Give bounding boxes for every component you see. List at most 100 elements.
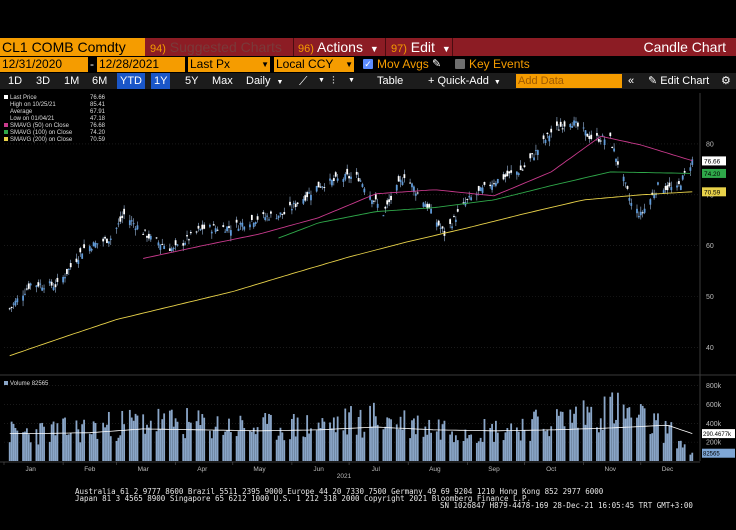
volume-bar xyxy=(361,437,364,461)
quick-add-button[interactable]: + Quick-Add ▼ xyxy=(428,73,501,89)
edit-chart-button[interactable]: ✎ Edit Chart xyxy=(648,73,709,89)
candle-body xyxy=(517,173,520,175)
candle-body xyxy=(424,204,427,207)
candle-body xyxy=(266,215,269,217)
currency-value: Local CCY xyxy=(276,57,334,71)
volume-bar xyxy=(384,426,387,461)
candle-body xyxy=(411,183,413,188)
volume-bar xyxy=(372,402,375,461)
end-date-field[interactable]: 12/28/2021 xyxy=(97,57,185,72)
suggested-charts-button[interactable]: 94) Suggested Charts xyxy=(150,38,282,56)
candle-body xyxy=(523,165,526,168)
period-1y-button[interactable]: 1Y xyxy=(151,73,171,89)
volume-bar xyxy=(422,436,425,461)
volume-bar xyxy=(64,417,66,461)
legend-row: Average 67.91 xyxy=(4,109,108,116)
volume-bar xyxy=(491,423,493,461)
candle-body xyxy=(331,179,333,186)
legend-swatch xyxy=(4,381,8,385)
key-events-label[interactable]: Key Events xyxy=(469,57,530,71)
candle-body xyxy=(10,306,13,308)
price-field-select[interactable]: Last Px ▼ xyxy=(188,57,270,72)
volume-bar xyxy=(237,431,240,461)
candle-body xyxy=(12,303,15,305)
add-data-input[interactable]: Add Data xyxy=(516,74,622,88)
volume-bar xyxy=(144,433,146,461)
table-button[interactable]: Table xyxy=(377,75,404,87)
candle-body xyxy=(477,185,480,191)
pencil-icon[interactable]: ✎ xyxy=(432,58,442,70)
volume-bar xyxy=(456,440,459,461)
candle-body xyxy=(495,182,497,186)
chevron-down-icon[interactable]: ▼ xyxy=(318,77,325,84)
frequency-select[interactable]: Daily ▼ xyxy=(246,73,283,89)
edit-menu-button[interactable]: 97) Edit ▼ xyxy=(391,38,451,56)
candle-body xyxy=(376,203,379,208)
candle-body xyxy=(531,153,534,155)
price-badge xyxy=(702,168,726,178)
volume-bar xyxy=(563,426,566,461)
period-1d-button[interactable]: 1D xyxy=(8,75,23,87)
volume-bar xyxy=(8,442,11,461)
line-chart-icon[interactable]: ⟋ xyxy=(299,74,308,88)
gear-icon[interactable]: ⚙ xyxy=(721,75,731,87)
volume-bar xyxy=(336,416,339,461)
volume-bar xyxy=(556,409,558,461)
volume-bar xyxy=(679,440,682,461)
period-3d-button[interactable]: 3D xyxy=(36,75,51,87)
candle-body xyxy=(279,212,282,215)
key-events-checkbox[interactable] xyxy=(455,59,465,69)
sma50-line xyxy=(143,135,693,259)
candle-body xyxy=(69,263,72,268)
volume-bar xyxy=(668,425,671,461)
bar-style-icon[interactable]: ⫶ xyxy=(332,75,335,87)
volume-bar xyxy=(264,413,267,461)
volume-bar xyxy=(168,410,171,461)
currency-select[interactable]: Local CCY ▼ xyxy=(274,57,354,72)
volume-bar xyxy=(504,432,507,461)
x-tick-label: Jun xyxy=(313,466,324,473)
candle-body xyxy=(388,199,391,203)
volume-bar xyxy=(270,414,272,461)
volume-bar xyxy=(148,427,150,461)
period-5y-button[interactable]: 5Y xyxy=(185,75,199,87)
candle-body xyxy=(624,182,627,184)
candle-body xyxy=(119,216,122,222)
candle-body xyxy=(397,176,400,182)
ticker-field[interactable]: CL1 COMB Comdty xyxy=(0,38,145,56)
candle-body xyxy=(79,248,82,253)
volume-bar xyxy=(62,418,65,461)
candle-body xyxy=(649,199,652,205)
candle-body xyxy=(197,225,200,229)
candle-body xyxy=(148,233,150,239)
volume-bar xyxy=(531,419,534,461)
volume-bar xyxy=(109,436,112,461)
volume-bar xyxy=(350,406,352,461)
volume-bar xyxy=(590,406,593,461)
actions-menu-button[interactable]: 96) Actions ▼ xyxy=(298,38,379,56)
mov-avgs-label[interactable]: Mov Avgs xyxy=(377,57,429,71)
volume-bar xyxy=(292,414,295,461)
collapse-left-icon[interactable]: « xyxy=(628,75,635,87)
volume-bar xyxy=(159,429,162,461)
mov-avgs-checkbox[interactable]: ✓ xyxy=(363,59,373,69)
legend-value: 76.68 xyxy=(90,123,106,129)
volume-bar xyxy=(466,438,469,461)
volume-bar xyxy=(643,408,646,461)
candle-body xyxy=(241,222,244,227)
period-1m-button[interactable]: 1M xyxy=(64,75,80,87)
volume-bar xyxy=(132,420,135,461)
volume-bar xyxy=(622,404,625,461)
chevron-down-icon[interactable]: ▼ xyxy=(348,77,355,84)
volume-bar xyxy=(37,444,40,461)
candle-body xyxy=(586,133,589,137)
candle-body xyxy=(569,123,572,128)
start-date-field[interactable]: 12/31/2020 xyxy=(0,57,88,72)
candle-body xyxy=(88,246,91,252)
volume-bar xyxy=(576,427,579,461)
period-6m-button[interactable]: 6M xyxy=(92,75,108,87)
period-max-button[interactable]: Max xyxy=(212,75,233,87)
volume-bar xyxy=(603,396,606,461)
period-ytd-button[interactable]: YTD xyxy=(117,73,145,89)
legend-row: High on 10/25/21 85.41 xyxy=(4,102,108,109)
